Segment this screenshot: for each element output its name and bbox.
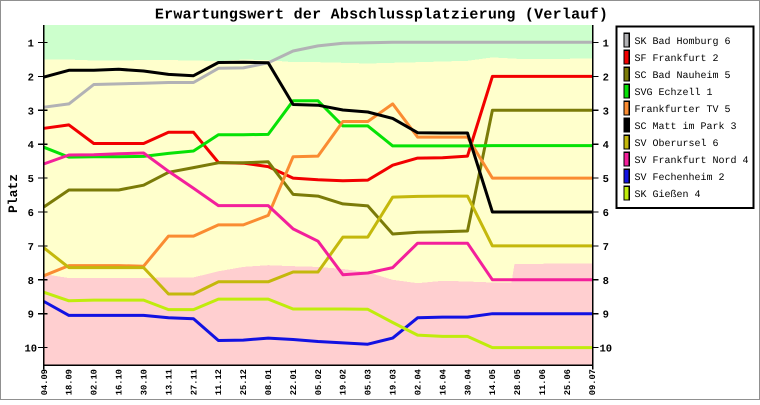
svg-text:2: 2: [603, 72, 609, 84]
svg-text:SV Oberursel 6: SV Oberursel 6: [635, 138, 719, 150]
svg-text:SC Bad Nauheim 5: SC Bad Nauheim 5: [635, 70, 731, 82]
svg-text:28.05: 28.05: [513, 369, 523, 395]
svg-text:11.12: 11.12: [214, 369, 224, 395]
svg-text:25.06: 25.06: [563, 369, 573, 395]
svg-text:2: 2: [28, 72, 34, 84]
svg-text:SK Gießen 4: SK Gießen 4: [635, 189, 701, 201]
svg-text:SV Frankfurt Nord 4: SV Frankfurt Nord 4: [635, 155, 749, 167]
svg-text:02.10: 02.10: [90, 369, 100, 395]
svg-text:Erwartungswert der Abschlusspl: Erwartungswert der Abschlussplatzierung …: [155, 7, 608, 24]
svg-text:SVG Echzell 1: SVG Echzell 1: [635, 87, 713, 99]
svg-text:30.04: 30.04: [463, 369, 473, 395]
svg-text:05.03: 05.03: [364, 369, 374, 395]
svg-text:25.12: 25.12: [239, 369, 249, 395]
svg-text:SF Frankfurt 2: SF Frankfurt 2: [635, 53, 719, 65]
svg-text:7: 7: [603, 242, 609, 254]
svg-text:3: 3: [28, 106, 34, 118]
svg-text:08.01: 08.01: [264, 369, 274, 395]
svg-text:10: 10: [24, 344, 37, 356]
svg-text:22.01: 22.01: [289, 369, 299, 395]
svg-text:4: 4: [603, 140, 609, 152]
svg-text:5: 5: [603, 174, 609, 186]
svg-text:7: 7: [28, 242, 34, 254]
svg-text:11.06: 11.06: [538, 369, 548, 395]
svg-text:8: 8: [603, 276, 609, 288]
svg-text:13.11: 13.11: [164, 369, 174, 395]
svg-text:10: 10: [599, 344, 612, 356]
svg-text:6: 6: [28, 208, 34, 220]
svg-text:05.02: 05.02: [314, 369, 324, 395]
svg-text:4: 4: [28, 140, 34, 152]
svg-text:Platz: Platz: [6, 174, 21, 213]
svg-text:19.02: 19.02: [339, 369, 349, 395]
svg-text:27.11: 27.11: [189, 369, 199, 395]
svg-text:8: 8: [28, 276, 34, 288]
svg-text:3: 3: [603, 106, 609, 118]
svg-text:18.09: 18.09: [65, 369, 75, 395]
svg-text:30.10: 30.10: [139, 369, 149, 395]
svg-text:5: 5: [28, 174, 34, 186]
svg-text:14.05: 14.05: [488, 369, 498, 395]
svg-text:6: 6: [603, 208, 609, 220]
svg-text:SV Fechenheim 2: SV Fechenheim 2: [635, 172, 725, 184]
svg-text:SK Bad Homburg 6: SK Bad Homburg 6: [635, 36, 731, 48]
svg-text:16.04: 16.04: [438, 369, 448, 395]
svg-text:1: 1: [603, 39, 609, 51]
svg-text:1: 1: [28, 39, 34, 51]
svg-text:02.04: 02.04: [413, 369, 423, 395]
svg-text:9: 9: [28, 310, 34, 322]
svg-text:09.07: 09.07: [588, 369, 598, 395]
svg-text:19.03: 19.03: [389, 369, 399, 395]
svg-text:9: 9: [603, 310, 609, 322]
svg-text:16.10: 16.10: [115, 369, 125, 395]
svg-text:Frankfurter TV 5: Frankfurter TV 5: [635, 104, 731, 116]
svg-text:04.09: 04.09: [40, 369, 50, 395]
svg-text:SC Matt im Park 3: SC Matt im Park 3: [635, 121, 737, 133]
